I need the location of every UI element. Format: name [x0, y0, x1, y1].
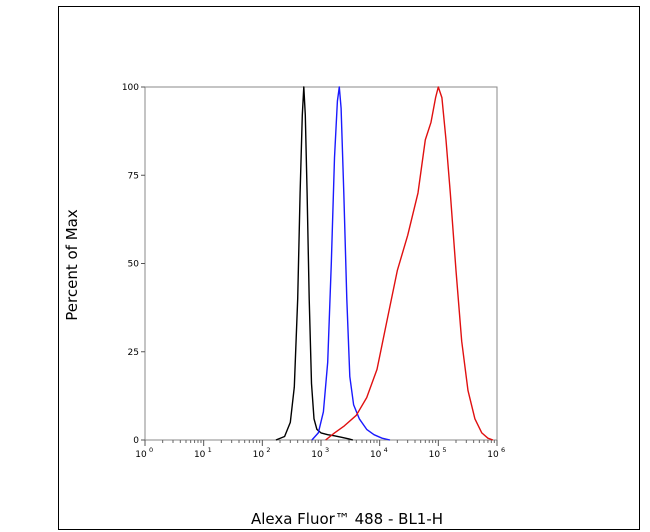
x-tick-exponent: 6	[501, 446, 505, 454]
y-tick-label: 25	[128, 348, 139, 358]
x-tick-exponent: 3	[325, 446, 329, 454]
histogram-series-line-3	[325, 86, 494, 441]
x-tick-label: 10	[253, 450, 265, 460]
chart-frame	[58, 6, 640, 530]
y-tick-label: 75	[128, 171, 139, 181]
y-tick-label: 100	[122, 83, 139, 93]
x-tick-label: 10	[487, 450, 499, 460]
x-tick-label: 10	[135, 450, 147, 460]
x-tick-exponent: 0	[149, 446, 153, 454]
histogram-series-line-2	[311, 86, 391, 441]
y-tick-label: 50	[128, 260, 140, 270]
y-axis-title: Percent of Max	[63, 209, 81, 321]
x-axis-title: Alexa Fluor™ 488 - BL1-H	[251, 510, 443, 528]
x-tick-exponent: 4	[384, 446, 388, 454]
x-tick-exponent: 1	[208, 446, 212, 454]
x-tick-label: 10	[194, 450, 206, 460]
y-tick-label: 0	[133, 436, 139, 446]
histogram-series-line-1	[275, 86, 354, 441]
x-tick-label: 10	[370, 450, 382, 460]
plot-area-box	[144, 86, 498, 441]
x-tick-exponent: 2	[266, 446, 270, 454]
x-tick-label: 10	[311, 450, 323, 460]
x-tick-label: 10	[429, 450, 441, 460]
x-tick-exponent: 5	[442, 446, 446, 454]
